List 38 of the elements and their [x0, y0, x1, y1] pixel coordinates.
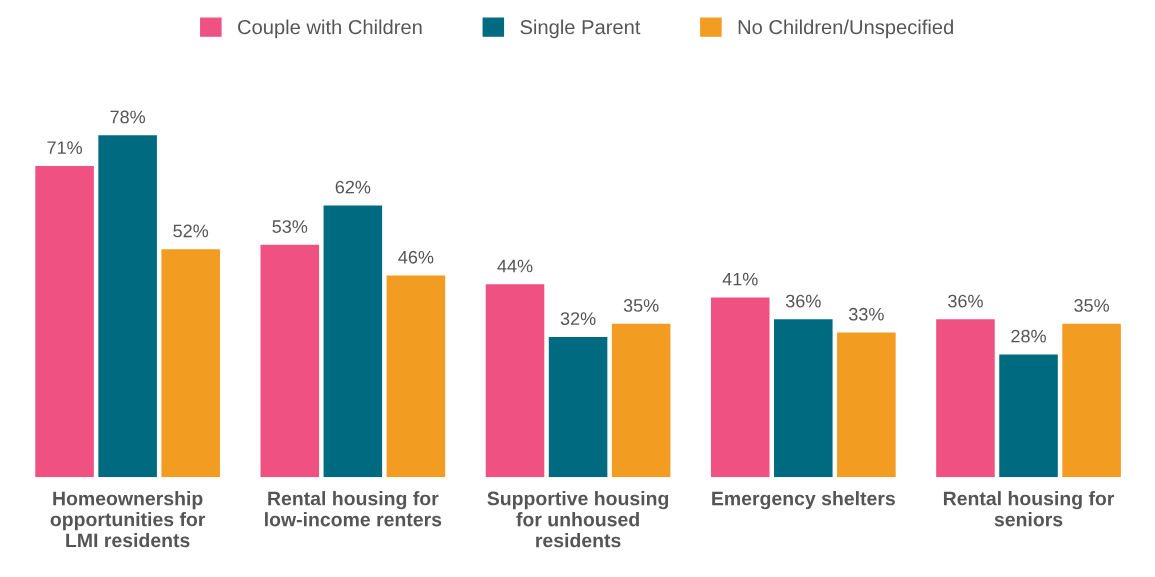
- bar: [386, 275, 446, 478]
- legend-label: Couple with Children: [238, 19, 422, 39]
- bar: [260, 244, 320, 478]
- data-label: 46%: [398, 250, 434, 264]
- data-label: 52%: [173, 224, 209, 238]
- data-label: 71%: [47, 141, 82, 154]
- bar: [1062, 323, 1121, 478]
- x-tick-label: Rental housing for low-income renters: [265, 491, 442, 527]
- data-label: 53%: [272, 220, 308, 233]
- data-label: 35%: [623, 299, 659, 312]
- data-label: 62%: [335, 180, 371, 194]
- bar: [710, 297, 770, 478]
- bar: [485, 284, 545, 478]
- data-label: 41%: [722, 272, 758, 286]
- x-tick-label: Emergency shelters: [712, 491, 895, 510]
- bar: [774, 319, 833, 478]
- x-tick-label: Supportive housing for unhoused residents: [487, 491, 669, 548]
- bar: [936, 319, 995, 478]
- bar: [161, 249, 220, 478]
- bar: [611, 323, 671, 478]
- bar: [548, 336, 608, 478]
- data-label: 36%: [948, 294, 983, 308]
- bar: [35, 165, 94, 478]
- data-label: 36%: [785, 294, 821, 308]
- data-label: 32%: [560, 312, 596, 325]
- data-label: 33%: [848, 307, 884, 321]
- data-label: 78%: [110, 110, 146, 124]
- bar: [999, 354, 1058, 478]
- legend-label: No Children/Unspecified: [738, 19, 953, 39]
- legend-label: Single Parent: [520, 19, 641, 39]
- x-tick-label: Rental housing for seniors: [943, 491, 1115, 527]
- bar: [323, 205, 383, 478]
- data-label: 28%: [1011, 329, 1046, 343]
- data-label: 35%: [1074, 299, 1110, 312]
- x-tick-label: Homeownership opportunities for LMI residents: [50, 491, 206, 548]
- data-label: 44%: [497, 259, 533, 273]
- bar: [837, 332, 896, 478]
- bar: [98, 135, 157, 478]
